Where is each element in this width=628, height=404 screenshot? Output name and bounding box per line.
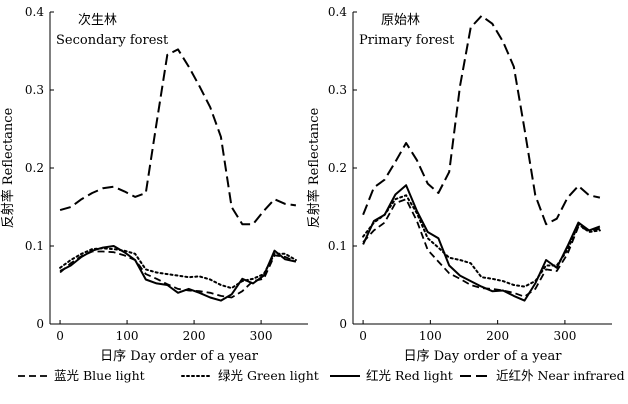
legend-label: 近红外 Near infrared <box>496 368 625 383</box>
x-tick-label: 200 <box>183 329 206 343</box>
x-tick-label: 200 <box>486 329 509 343</box>
legend-item-solid: 红光 Red light <box>330 368 453 383</box>
y-tick-label: 0.1 <box>25 239 44 253</box>
legend: 蓝光 Blue light 绿光 Green light 红光 Red light 近… <box>18 368 625 383</box>
chart-panel-1: 0 0.1 0.2 0.3 0.4 0 100 200 300 日序 Day order of a… <box>0 5 308 364</box>
y-axis-title: 反射率 Reflectance <box>0 107 16 228</box>
legend-item-dash: 蓝光 Blue light <box>18 368 145 383</box>
panel-title-en: Secondary forest <box>56 33 169 48</box>
x-tick-label: 0 <box>56 329 64 343</box>
panel-title-en: Primary forest <box>359 33 455 48</box>
legend-item-dot: 绿光 Green light <box>181 368 319 383</box>
panel-title-cn: 原始林 <box>381 13 420 28</box>
panel-title-cn: 次生林 <box>78 12 117 28</box>
y-tick-label: 0 <box>36 317 44 331</box>
legend-item-longdash: 近红外 Near infrared <box>460 368 625 383</box>
x-tick-label: 300 <box>553 329 576 343</box>
x-tick-label: 100 <box>419 329 442 343</box>
y-tick-label: 0.2 <box>25 161 44 175</box>
legend-label: 蓝光 Blue light <box>54 368 145 383</box>
x-axis-title: 日序 Day order of a year <box>100 349 259 364</box>
x-tick-label: 300 <box>250 329 273 343</box>
series-line-dot <box>362 194 601 288</box>
chart-panel-2: 0 0.1 0.2 0.3 0.4 0 100 200 300 日序 Day order of a… <box>306 5 612 364</box>
y-tick-label: 0.4 <box>25 5 44 19</box>
x-tick-label: 0 <box>359 329 367 343</box>
series-line-dash <box>362 198 601 298</box>
y-tick-label: 0 <box>339 317 347 331</box>
series-line-longdash <box>59 48 297 226</box>
series-line-solid <box>362 184 601 302</box>
x-tick-label: 100 <box>116 329 139 343</box>
y-axis-title: 反射率 Reflectance <box>306 107 322 228</box>
legend-label: 红光 Red light <box>366 368 453 383</box>
series-line-dot <box>59 247 297 290</box>
y-tick-label: 0.1 <box>328 239 347 253</box>
y-tick-label: 0.3 <box>328 83 347 97</box>
y-tick-label: 0.2 <box>328 161 347 175</box>
legend-label: 绿光 Green light <box>218 368 319 383</box>
y-tick-label: 0.3 <box>25 83 44 97</box>
chart-panels: 0 0.1 0.2 0.3 0.4 0 100 200 300 日序 Day order of a… <box>0 5 612 364</box>
series-line-solid <box>59 245 297 302</box>
x-axis-title: 日序 Day order of a year <box>404 349 563 364</box>
y-tick-label: 0.4 <box>328 5 347 19</box>
